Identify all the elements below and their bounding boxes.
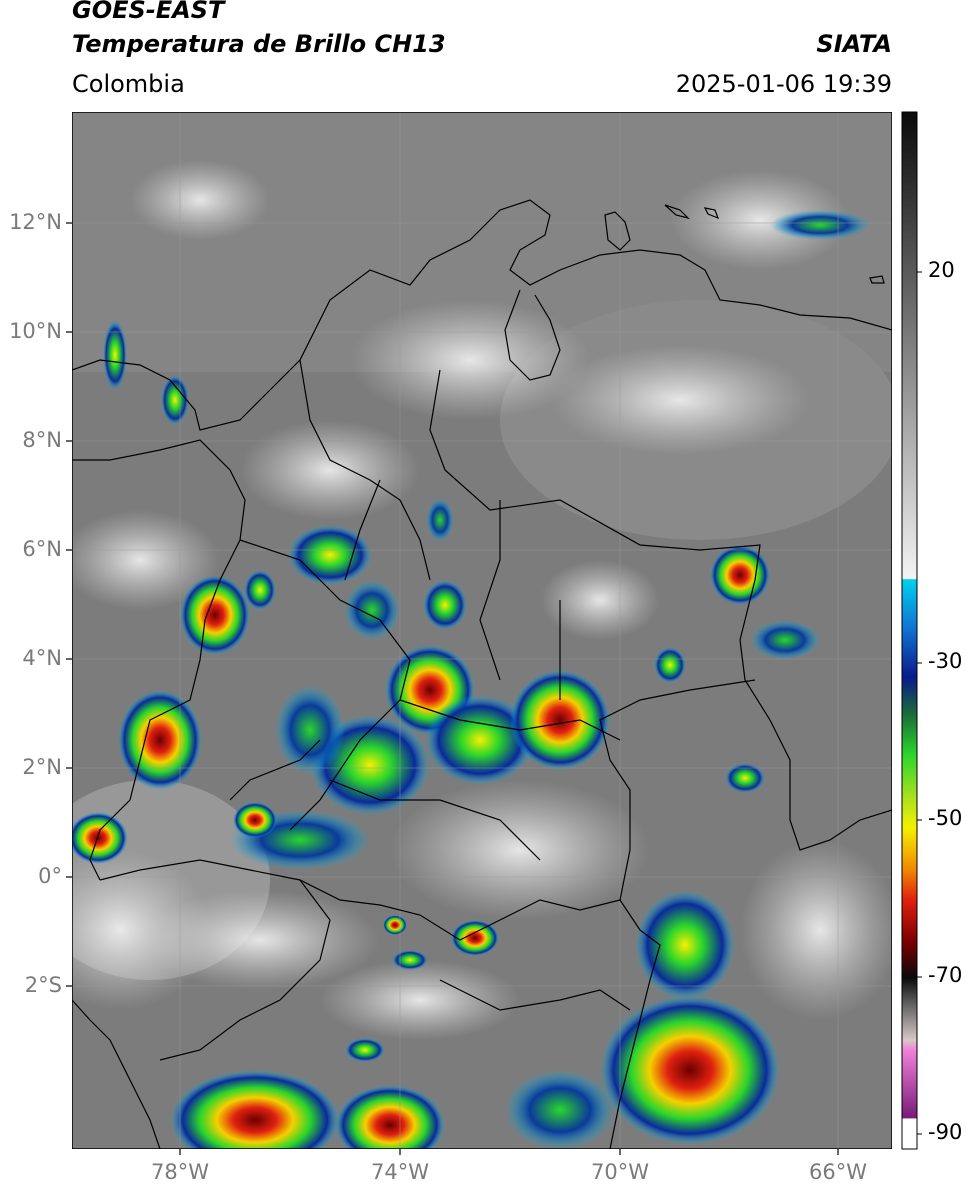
colorbar bbox=[901, 111, 918, 1150]
lon-label: 66°W bbox=[809, 1160, 867, 1184]
datetime-label: 2025-01-06 19:39 bbox=[675, 70, 892, 98]
region-label: Colombia bbox=[72, 70, 185, 98]
lon-label: 70°W bbox=[591, 1160, 649, 1184]
lon-label: 78°W bbox=[151, 1160, 209, 1184]
lat-label: 4°N bbox=[22, 646, 62, 670]
country-borders bbox=[72, 199, 892, 1149]
satellite-title: GOES-EAST bbox=[72, 0, 225, 24]
lat-label: 12°N bbox=[9, 210, 62, 234]
colorbar-label: 20 bbox=[928, 258, 955, 282]
lat-label: 0° bbox=[38, 864, 62, 888]
product-title: Temperatura de Brillo CH13 bbox=[72, 30, 446, 58]
colorbar-label: -70 bbox=[928, 963, 963, 987]
lat-label: 10°N bbox=[9, 319, 62, 343]
colorbar-label: -50 bbox=[928, 806, 963, 830]
colorbar-label: -90 bbox=[928, 1120, 963, 1144]
axis-ticks bbox=[66, 222, 839, 1155]
lat-label: 2°S bbox=[24, 973, 62, 997]
lat-label: 2°N bbox=[22, 755, 62, 779]
colorbar-ticks bbox=[917, 271, 922, 1135]
colorbar-label: -30 bbox=[928, 649, 963, 673]
lon-label: 74°W bbox=[371, 1160, 429, 1184]
lat-label: 8°N bbox=[22, 428, 62, 452]
lat-label: 6°N bbox=[22, 537, 62, 561]
org-label: SIATA bbox=[816, 30, 892, 58]
gridlines bbox=[72, 112, 892, 1149]
